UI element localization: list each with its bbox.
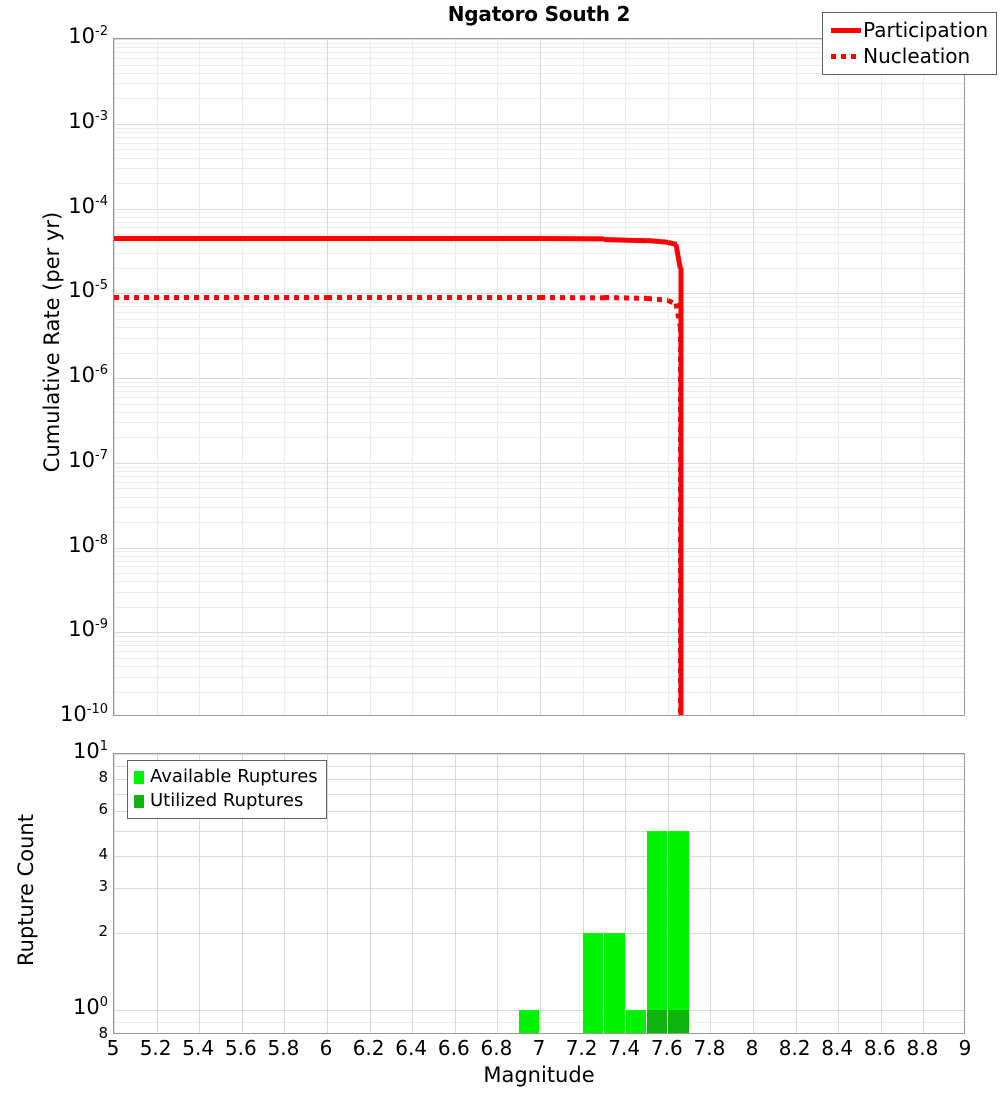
nucleation-curve-segment — [539, 294, 604, 301]
bottom-panel-y-tick: 2 — [98, 922, 108, 941]
participation-curve-segment — [646, 237, 669, 245]
top-panel-y-tick: 10-8 — [68, 532, 108, 557]
legend-label-utilized-ruptures: Utilized Ruptures — [150, 790, 304, 811]
x-axis-tick: 7.8 — [693, 1036, 726, 1060]
top-panel-y-tick: 10-6 — [68, 363, 108, 387]
x-axis-tick: 5.8 — [267, 1036, 300, 1060]
chart-title: Ngatoro South 2 — [447, 2, 631, 26]
participation-curve-segment — [327, 236, 540, 242]
nucleation-curve-segment — [646, 295, 668, 303]
x-axis-tick: 9 — [958, 1036, 972, 1060]
bottom-panel-y-tick: 100 — [72, 995, 108, 1020]
rupture-count-panel: Available Ruptures Utilized Ruptures — [113, 753, 965, 1034]
x-axis-tick: 7.4 — [608, 1036, 641, 1060]
top-panel-y-axis-label: Cumulative Rate (per yr) — [40, 211, 64, 473]
top-panel-gridlines — [114, 39, 964, 715]
available-rupture-bar — [519, 1010, 540, 1033]
x-axis-tick: 6.4 — [395, 1036, 428, 1060]
nucleation-curve-segment — [678, 547, 684, 715]
top-panel-series-layer — [114, 39, 964, 715]
top-panel-y-tick: 10-2 — [68, 24, 108, 48]
nucleation-line-swatch-icon — [829, 53, 863, 59]
x-axis-tick: 6.8 — [480, 1036, 513, 1060]
bottom-panel-bars-layer — [114, 754, 964, 1033]
x-axis-tick: 6 — [319, 1036, 333, 1060]
utilized-rupture-bar — [647, 1010, 668, 1033]
nucleation-curve-segment — [327, 294, 540, 300]
available-rupture-bar — [668, 831, 689, 1033]
x-axis-tick: 8 — [745, 1036, 759, 1060]
legend-label-nucleation: Nucleation — [863, 44, 971, 68]
x-axis-tick: 7.2 — [565, 1036, 598, 1060]
x-axis-tick: 8.4 — [821, 1036, 854, 1060]
x-axis-tick: 7.6 — [650, 1036, 683, 1060]
participation-curve-segment — [539, 236, 604, 242]
utilized-ruptures-swatch-icon — [134, 794, 150, 808]
bottom-panel-y-axis-label: Rupture Count — [14, 814, 38, 966]
x-axis-tick: 5 — [106, 1036, 120, 1060]
x-axis-tick: 5.4 — [182, 1036, 215, 1060]
participation-curve-segment — [673, 243, 684, 269]
x-axis-tick: 5.2 — [139, 1036, 172, 1060]
nucleation-curve-segment — [603, 295, 647, 301]
rupture-legend: Available Ruptures Utilized Ruptures — [127, 760, 327, 819]
bottom-panel-y-tick: 6 — [98, 799, 108, 818]
mfd-plot-panel — [113, 38, 965, 716]
bottom-panel-y-tick: 101 — [72, 739, 108, 763]
top-panel-y-tick: 10-9 — [68, 617, 108, 642]
legend-label-available-ruptures: Available Ruptures — [150, 766, 318, 787]
top-panel-y-tick: 10-5 — [68, 278, 108, 303]
x-axis-tick: 7 — [532, 1036, 546, 1060]
participation-line-swatch-icon — [829, 27, 863, 33]
mfd-legend: Participation Nucleation — [822, 12, 997, 75]
utilized-rupture-bar — [668, 1010, 689, 1033]
bottom-panel-y-tick: 8 — [98, 767, 108, 786]
available-rupture-bar — [604, 933, 625, 1033]
nucleation-curve-segment — [678, 326, 684, 548]
x-axis-tick: 8.6 — [863, 1036, 896, 1060]
x-axis-tick: 5.6 — [224, 1036, 257, 1060]
legend-item-nucleation[interactable]: Nucleation — [829, 43, 988, 69]
legend-item-participation[interactable]: Participation — [829, 17, 988, 43]
available-rupture-bar — [625, 1010, 646, 1033]
x-axis-tick: 6.6 — [437, 1036, 470, 1060]
x-axis-tick: 6.2 — [352, 1036, 385, 1060]
x-axis-tick: 8.8 — [906, 1036, 939, 1060]
participation-curve-segment — [603, 236, 647, 243]
bottom-panel-y-tick: 4 — [98, 844, 108, 863]
available-rupture-bar — [583, 933, 604, 1033]
available-rupture-bar — [647, 831, 668, 1033]
x-axis-tick: 8.2 — [778, 1036, 811, 1060]
participation-curve-segment — [114, 236, 327, 242]
legend-item-available-ruptures[interactable]: Available Ruptures — [134, 765, 318, 789]
legend-item-utilized-ruptures[interactable]: Utilized Ruptures — [134, 789, 318, 813]
nucleation-curve-segment — [114, 294, 327, 300]
bottom-panel-y-tick: 3 — [98, 876, 108, 895]
bottom-panel-y-tick: 8 — [98, 1024, 108, 1042]
legend-label-participation: Participation — [863, 18, 988, 42]
top-panel-y-tick: 10-7 — [68, 447, 108, 472]
top-panel-y-tick: 10-10 — [60, 702, 108, 726]
top-panel-y-tick: 10-4 — [68, 193, 108, 218]
x-axis-label: Magnitude — [483, 1063, 595, 1087]
top-panel-y-tick: 10-3 — [68, 108, 108, 133]
available-ruptures-swatch-icon — [134, 770, 150, 784]
